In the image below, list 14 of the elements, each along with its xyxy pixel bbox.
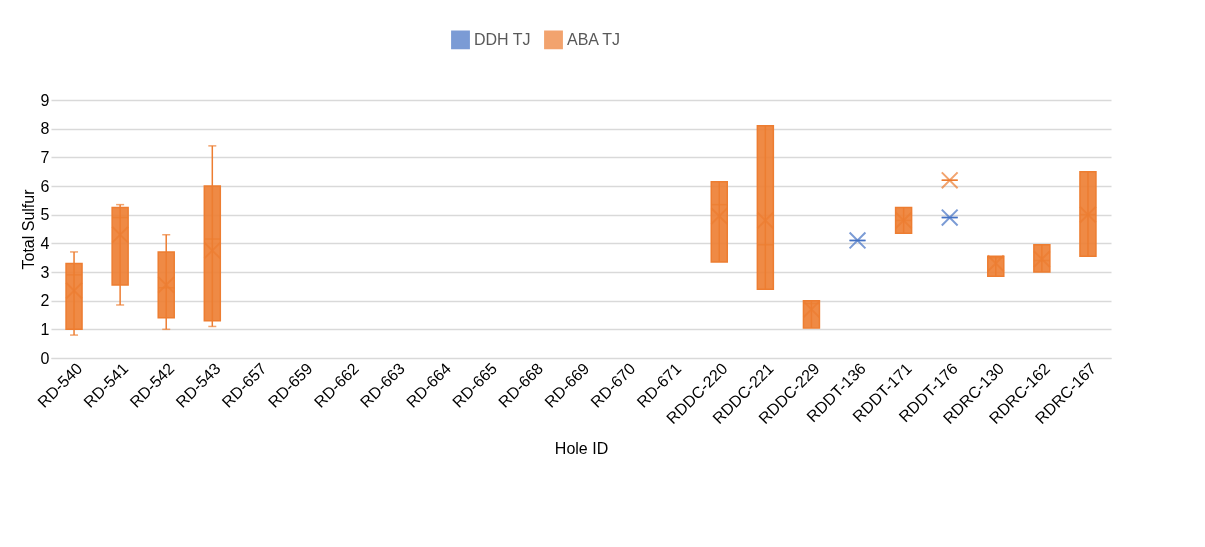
legend-label: DDH TJ	[474, 30, 531, 48]
y-tick-label: 1	[40, 320, 50, 338]
x-axis-title: Hole ID	[554, 440, 609, 458]
y-tick-label: 6	[40, 177, 50, 195]
y-tick-label: 8	[40, 120, 50, 138]
y-tick-label: 3	[40, 263, 50, 281]
y-tick-label: 7	[40, 148, 50, 166]
y-axis-title: Total Sulfur	[19, 188, 37, 270]
y-tick-label: 2	[40, 292, 50, 310]
y-tick-label: 0	[40, 349, 50, 367]
y-tick-label: 9	[40, 91, 50, 109]
y-tick-label: 5	[40, 206, 50, 224]
y-tick-label: 4	[40, 234, 50, 252]
legend-label: ABA TJ	[567, 30, 621, 48]
